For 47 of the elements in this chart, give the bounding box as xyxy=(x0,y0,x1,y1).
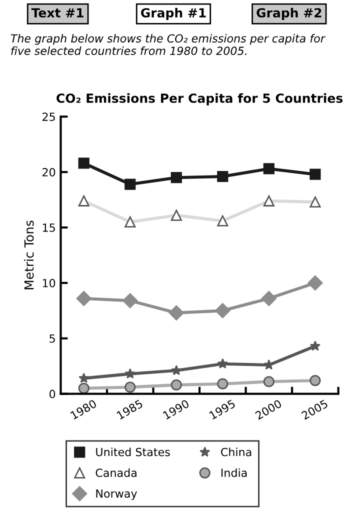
legend-label: India xyxy=(222,468,247,477)
chart-title: CO₂ Emissions Per Capita for 5 Countries xyxy=(56,93,343,106)
text: Text #1 xyxy=(31,8,84,18)
y-tick-label: 25 xyxy=(42,112,55,122)
y-tick-label: 15 xyxy=(42,224,55,232)
point xyxy=(170,379,182,391)
y-axis-title: Metric Tons xyxy=(24,220,34,290)
text: Graph #2 xyxy=(256,8,322,20)
point xyxy=(78,158,90,169)
point xyxy=(124,382,136,393)
point xyxy=(78,195,90,206)
text: The graph below shows the CO₂ emissions per capita for five selected countries from 1980 to 2005. xyxy=(10,34,326,56)
point xyxy=(168,305,184,320)
point xyxy=(124,368,136,378)
point xyxy=(261,290,276,306)
point xyxy=(122,293,138,308)
point xyxy=(171,364,182,376)
point xyxy=(263,163,274,174)
y-tick-label: 5 xyxy=(50,334,55,343)
point xyxy=(78,372,90,383)
point xyxy=(263,195,274,206)
legend-label: Norway xyxy=(96,489,137,500)
point xyxy=(215,303,230,318)
legend-label: Canada xyxy=(96,468,136,477)
point xyxy=(78,382,90,394)
point xyxy=(310,374,321,386)
point xyxy=(217,170,228,182)
y-tick-label: 10 xyxy=(42,278,56,288)
point xyxy=(310,340,321,351)
y-tick-label: 20 xyxy=(42,168,56,176)
point xyxy=(170,172,182,184)
point xyxy=(308,275,323,291)
point xyxy=(310,196,321,208)
point xyxy=(124,178,136,190)
point xyxy=(217,358,228,369)
point xyxy=(217,215,228,226)
point xyxy=(170,210,182,221)
point xyxy=(124,216,136,228)
point xyxy=(263,376,274,388)
point xyxy=(217,378,228,390)
point xyxy=(76,290,92,306)
legend-label: United States xyxy=(96,448,170,456)
legend-label: China xyxy=(221,448,252,456)
point xyxy=(264,359,274,370)
text: Graph #1 xyxy=(141,8,206,20)
y-tick-label: 0 xyxy=(50,390,56,398)
point xyxy=(310,168,321,180)
